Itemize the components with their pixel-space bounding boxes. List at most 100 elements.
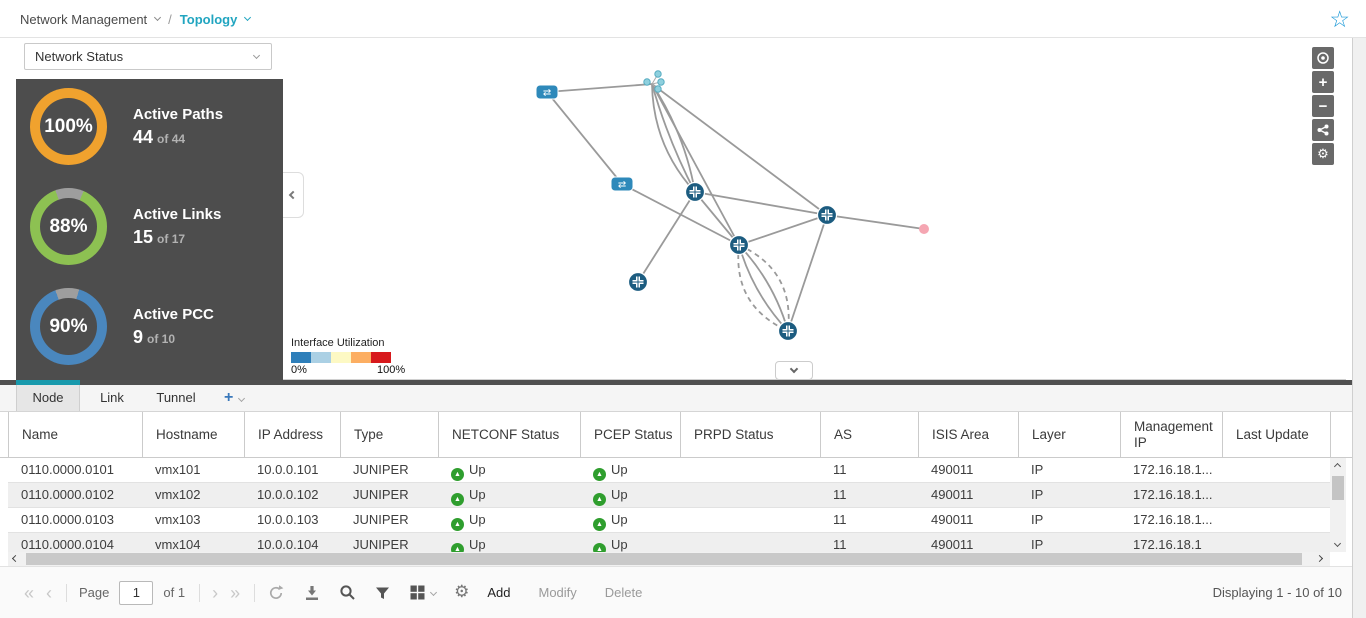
tab-tunnel[interactable]: Tunnel (156, 390, 196, 405)
topology-node-j4[interactable] (627, 271, 649, 293)
add-tab-button[interactable]: + (224, 389, 234, 406)
topology-link[interactable] (738, 244, 789, 332)
topology-link[interactable] (694, 191, 828, 216)
page-input[interactable] (119, 580, 154, 605)
splitter-bar[interactable] (0, 380, 1366, 385)
svg-text:⇄: ⇄ (543, 88, 551, 99)
scroll-left-icon[interactable] (11, 554, 20, 563)
column-header-name[interactable]: Name (9, 412, 143, 458)
add-button[interactable]: Add (487, 585, 511, 600)
add-tab-chevron-icon[interactable] (238, 394, 246, 403)
zoom-in-button[interactable]: + (1312, 71, 1334, 93)
table-cell: 10.0.0.101 (257, 462, 319, 477)
refresh-button[interactable] (267, 584, 285, 602)
table-cell (1222, 483, 1330, 507)
topology-link[interactable] (546, 83, 653, 93)
topology-link[interactable] (787, 214, 828, 332)
breadcrumb-network-management[interactable]: Network Management (20, 11, 148, 27)
breadcrumb-topology[interactable]: Topology (179, 11, 238, 27)
topology-node-d2[interactable] (654, 70, 662, 78)
scroll-up-icon[interactable] (1333, 462, 1342, 471)
status-up-icon: ▲ (451, 493, 464, 506)
topology-node-j3[interactable] (728, 234, 750, 256)
topology-node-p1[interactable] (919, 224, 929, 234)
column-header-hostname[interactable]: Hostname (143, 412, 245, 458)
topology-node-j5[interactable] (777, 320, 799, 342)
expand-table-button[interactable] (775, 361, 813, 380)
topology-link[interactable] (826, 214, 925, 230)
chevron-down-icon[interactable] (154, 13, 162, 22)
delete-button[interactable]: Delete (604, 585, 643, 600)
table-row[interactable]: 0110.0000.0104 vmx104 10.0.0.104 JUNIPER ▲ Up… (8, 533, 1330, 552)
map-settings-button[interactable]: ⚙ (1312, 143, 1334, 165)
first-page-button[interactable]: « (24, 582, 35, 603)
search-button[interactable] (339, 584, 356, 601)
chevron-down-icon[interactable] (244, 13, 252, 22)
topology-link[interactable] (651, 83, 696, 193)
column-header-type[interactable]: Type (341, 412, 439, 458)
topology-link[interactable] (738, 244, 790, 332)
topology-node-r1[interactable]: ⇄ (535, 84, 559, 100)
filter-button[interactable] (374, 585, 391, 601)
favorite-star-icon[interactable]: ☆ (1329, 6, 1350, 32)
column-header-prpd-status[interactable]: PRPD Status (681, 412, 821, 458)
vertical-scrollbar-thumb[interactable] (1332, 476, 1344, 500)
table-row[interactable]: 0110.0000.0103 vmx103 10.0.0.103 JUNIPER ▲ Up… (8, 508, 1330, 533)
share-button[interactable] (1312, 119, 1334, 141)
table-settings-button[interactable]: ⚙ (454, 582, 469, 602)
topology-link[interactable] (546, 91, 623, 185)
horizontal-scrollbar[interactable] (8, 552, 1330, 566)
topology-link[interactable] (738, 214, 828, 246)
column-header-management-ip[interactable]: Management IP (1121, 412, 1223, 458)
view-selector-dropdown[interactable]: Network Status (24, 43, 272, 70)
center-view-button[interactable] (1312, 47, 1334, 69)
tab-link[interactable]: Link (100, 390, 124, 405)
topology-node-d1[interactable] (643, 78, 651, 86)
vertical-scrollbar[interactable] (1330, 458, 1346, 552)
next-page-button[interactable]: › (212, 582, 219, 603)
topology-link[interactable] (637, 191, 696, 283)
tab-node[interactable]: Node (16, 385, 80, 411)
columns-button[interactable] (409, 584, 438, 601)
topology-link[interactable] (651, 83, 696, 193)
topology-node-j1[interactable] (684, 181, 706, 203)
scroll-right-icon[interactable] (1315, 554, 1324, 563)
page-scrollbar-gutter[interactable] (1352, 38, 1366, 618)
topology-node-j2[interactable] (816, 204, 838, 226)
download-button[interactable] (303, 584, 321, 602)
column-header-netconf-status[interactable]: NETCONF Status (439, 412, 581, 458)
table-row[interactable]: 0110.0000.0101 vmx101 10.0.0.101 JUNIPER ▲ Up… (8, 458, 1330, 483)
gauge-ring: 88% (30, 188, 107, 265)
column-header-ip-address[interactable]: IP Address (245, 412, 341, 458)
legend-swatch (331, 352, 351, 363)
gauge-label: Active PCC (133, 305, 214, 323)
topology-link[interactable] (738, 244, 789, 332)
topology-link[interactable] (737, 244, 789, 332)
topology-link[interactable] (694, 191, 740, 246)
collapse-panel-button[interactable] (283, 172, 304, 218)
column-header-layer[interactable]: Layer (1019, 412, 1121, 458)
topology-node-d3[interactable] (657, 78, 665, 86)
column-header-pcep-status[interactable]: PCEP Status (581, 412, 681, 458)
prev-page-button[interactable]: ‹ (46, 582, 53, 603)
topology-node-r2[interactable]: ⇄ (610, 176, 634, 192)
scroll-down-icon[interactable] (1333, 539, 1342, 548)
column-header-as[interactable]: AS (821, 412, 919, 458)
active-paths-gauge: 100% Active Paths 44 of 44 (30, 88, 223, 165)
topology-node-d4[interactable] (654, 85, 662, 93)
table-row[interactable]: 0110.0000.0102 vmx102 10.0.0.102 JUNIPER ▲ Up… (8, 483, 1330, 508)
column-header-last-update[interactable]: Last Update (1223, 412, 1331, 458)
topology-link[interactable] (651, 83, 828, 216)
horizontal-scrollbar-thumb[interactable] (26, 553, 1302, 565)
last-page-button[interactable]: » (230, 582, 241, 603)
filter-icon (376, 587, 390, 599)
topology-canvas[interactable]: ⇄⇄ (283, 38, 1346, 380)
topology-link[interactable] (651, 83, 740, 246)
modify-button[interactable]: Modify (538, 585, 577, 600)
topology-map[interactable]: ⇄ ⇄ + − ⚙ Interface Utilization 0% 100% (283, 38, 1346, 380)
table-header: Name Hostname IP Address Type NETCONF St… (0, 412, 1366, 458)
column-header-isis-area[interactable]: ISIS Area (919, 412, 1019, 458)
zoom-out-button[interactable]: − (1312, 95, 1334, 117)
svg-text:⇄: ⇄ (618, 180, 626, 191)
active-tab-indicator (16, 380, 80, 385)
